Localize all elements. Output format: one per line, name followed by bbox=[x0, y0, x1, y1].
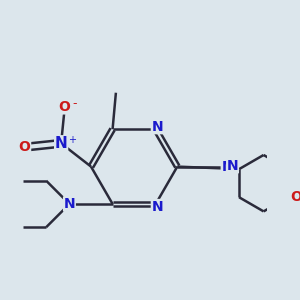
Text: O: O bbox=[19, 140, 31, 154]
Text: N: N bbox=[152, 200, 163, 214]
Text: O: O bbox=[58, 100, 70, 114]
Text: +: + bbox=[68, 135, 76, 145]
Text: N: N bbox=[227, 159, 238, 173]
Text: N: N bbox=[152, 120, 163, 134]
Text: N: N bbox=[221, 160, 233, 174]
Text: N: N bbox=[55, 136, 68, 151]
Text: N: N bbox=[64, 197, 75, 211]
Text: -: - bbox=[72, 97, 77, 110]
Text: O: O bbox=[290, 190, 300, 204]
